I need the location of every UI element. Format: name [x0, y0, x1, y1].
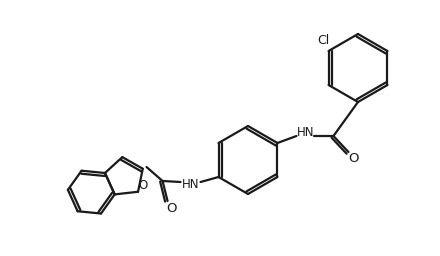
Text: HN: HN: [182, 178, 199, 191]
Text: O: O: [166, 201, 177, 215]
Text: HN: HN: [297, 126, 314, 140]
Text: O: O: [139, 179, 148, 192]
Text: O: O: [348, 152, 359, 165]
Text: Cl: Cl: [317, 35, 330, 48]
